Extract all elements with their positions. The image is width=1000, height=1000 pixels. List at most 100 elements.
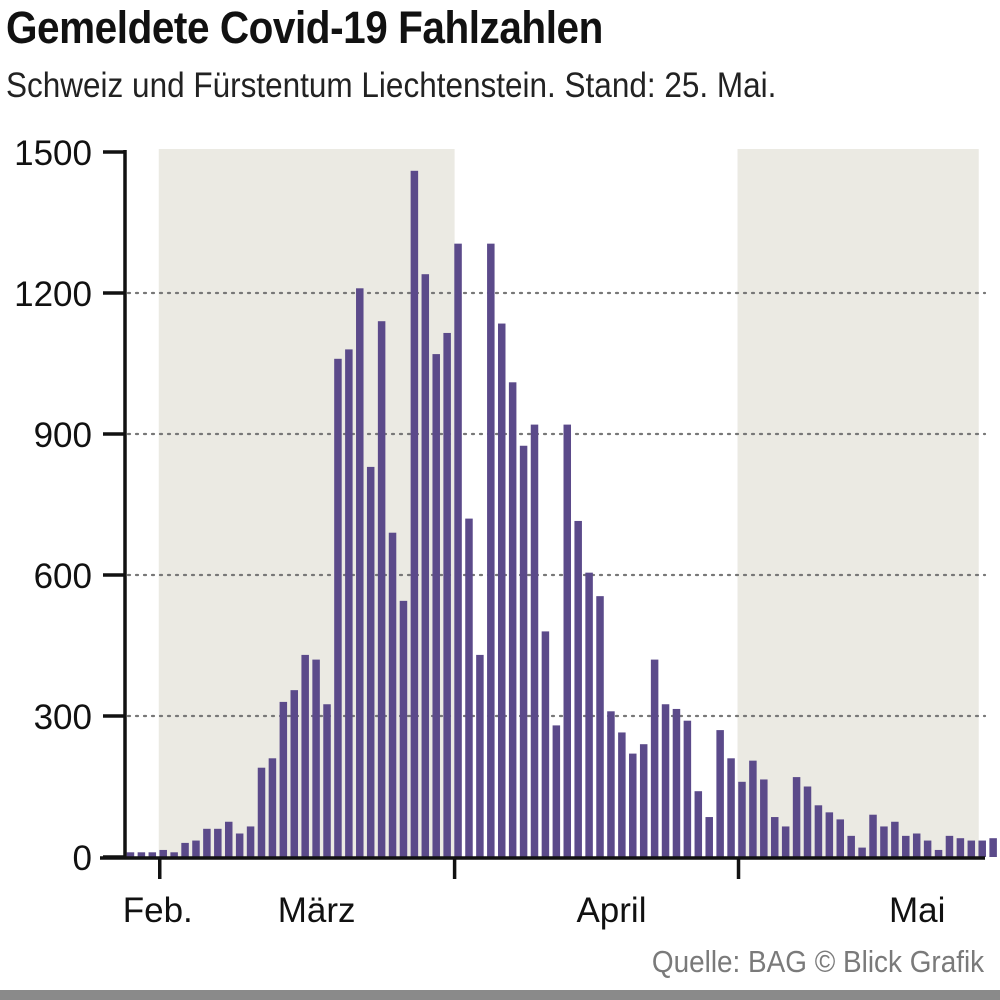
y-tick-label: 600 <box>34 557 92 596</box>
bar <box>902 835 910 857</box>
bar <box>170 852 178 857</box>
bar <box>683 720 692 857</box>
y-tick-label: 900 <box>34 416 92 455</box>
gridlines <box>126 291 987 718</box>
bar <box>661 704 670 857</box>
bar <box>880 826 888 857</box>
chart-subtitle: Schweiz und Fürstentum Liechtenstein. St… <box>6 66 777 105</box>
bars <box>126 170 997 858</box>
bar <box>727 758 735 857</box>
shaded-period-1 <box>737 149 979 857</box>
bar <box>454 243 462 857</box>
bar <box>912 833 921 857</box>
bar <box>650 659 659 857</box>
bar <box>519 445 528 857</box>
bar <box>323 704 331 857</box>
bar <box>781 826 790 857</box>
y-tick-label: 0 <box>73 839 92 878</box>
bar <box>738 781 746 857</box>
bar <box>224 821 233 857</box>
bar <box>410 170 419 858</box>
bar <box>836 819 845 857</box>
x-tick-label: April <box>576 891 646 930</box>
bar <box>432 354 440 857</box>
x-tick-label: März <box>278 891 356 930</box>
bar <box>978 840 986 857</box>
bar <box>497 323 506 857</box>
bar <box>279 701 288 857</box>
bar <box>530 424 539 857</box>
bar <box>377 321 386 857</box>
bar <box>629 753 637 857</box>
x-tick-labels: Feb. März April Mai <box>123 891 946 930</box>
bar <box>672 708 681 857</box>
bottom-divider <box>0 990 1000 1000</box>
bar <box>585 572 593 857</box>
bar <box>825 812 834 857</box>
bar <box>792 777 801 857</box>
bar <box>257 767 266 857</box>
bar <box>312 659 320 857</box>
bar <box>476 654 484 857</box>
bar <box>694 791 703 857</box>
bar <box>618 732 626 857</box>
bar <box>301 654 309 857</box>
y-tick-labels: 0 300 600 900 1200 1500 <box>14 134 92 878</box>
bar <box>563 424 572 857</box>
bar <box>246 826 255 857</box>
bar <box>268 758 277 857</box>
bar <box>421 274 430 857</box>
bar <box>770 817 779 857</box>
bar <box>356 288 364 857</box>
bar <box>760 779 768 857</box>
bar <box>607 711 615 857</box>
bar <box>366 466 375 857</box>
bar <box>192 840 200 857</box>
bar <box>552 725 561 857</box>
bar <box>858 847 866 857</box>
bar <box>181 842 189 857</box>
bar <box>399 600 408 857</box>
bar <box>148 852 157 857</box>
bar <box>159 849 167 857</box>
x-tick-label: Feb. <box>123 891 193 930</box>
bar <box>574 520 582 857</box>
axes <box>100 150 985 879</box>
bar <box>891 821 899 857</box>
bar <box>290 690 299 857</box>
y-tick-label: 1200 <box>14 275 92 314</box>
x-tick-label: Mai <box>889 891 945 930</box>
bar <box>956 838 965 857</box>
bar <box>126 852 135 857</box>
bar <box>934 849 943 857</box>
bar <box>869 814 877 857</box>
bar <box>923 840 932 857</box>
bar <box>803 786 812 857</box>
bar <box>465 518 473 857</box>
bar <box>989 838 997 857</box>
bar <box>203 828 211 857</box>
bar <box>137 852 146 857</box>
bar <box>596 596 604 857</box>
bar <box>945 835 954 857</box>
bar <box>334 358 342 857</box>
bar <box>541 631 550 857</box>
bar <box>388 532 397 857</box>
bar <box>814 805 823 857</box>
bar <box>749 760 757 857</box>
bar <box>639 744 648 857</box>
bar <box>705 817 713 857</box>
bar <box>345 349 353 857</box>
bar <box>847 835 855 857</box>
source-credit: Quelle: BAG © Blick Grafik <box>651 944 984 979</box>
y-tick-label: 300 <box>34 698 92 737</box>
bar <box>487 243 495 857</box>
bar <box>508 382 517 857</box>
bar <box>443 332 451 857</box>
chart-title: Gemeldete Covid-19 Fahlzahlen <box>6 2 603 53</box>
y-tick-label: 1500 <box>14 134 92 173</box>
bar <box>235 833 244 857</box>
bar <box>214 828 222 857</box>
bar <box>716 730 724 857</box>
